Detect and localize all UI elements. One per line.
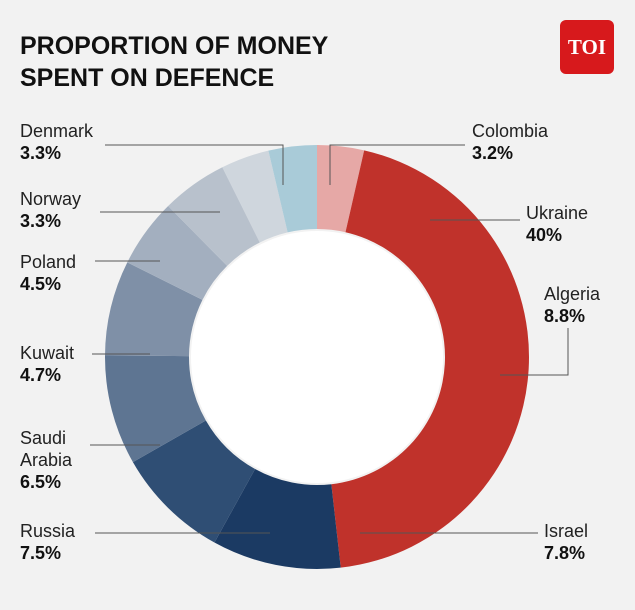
logo: TOI xyxy=(560,20,614,74)
segment-label: Russia 7.5% xyxy=(20,520,75,564)
segment-label: Ukraine 40% xyxy=(526,202,588,246)
category-name: Kuwait xyxy=(20,343,75,363)
segment-label: Colombia 3.2% xyxy=(472,120,548,164)
category-name: Israel xyxy=(544,521,589,541)
donut-segment xyxy=(214,469,341,569)
value-label: 4.5% xyxy=(20,274,62,294)
category-name: Ukraine xyxy=(526,203,589,223)
donut-segment xyxy=(331,150,530,568)
donut-segment xyxy=(105,262,203,357)
value-label: 3.2% xyxy=(472,143,514,163)
value-label: 4.7% xyxy=(20,365,62,385)
donut-segment xyxy=(132,420,256,543)
value-label: 7.5% xyxy=(20,543,62,563)
segment-label: Norway 3.3% xyxy=(20,188,81,232)
donut-segment xyxy=(317,145,365,233)
donut-segment xyxy=(168,167,260,266)
donut-segment xyxy=(222,150,288,243)
value-label: 40% xyxy=(526,225,563,245)
value-label: 8.8% xyxy=(544,306,586,326)
segment-label: Kuwait 4.7% xyxy=(20,342,74,386)
value-label: 3.3% xyxy=(20,143,62,163)
leader-line xyxy=(500,328,569,376)
donut-segment xyxy=(105,355,206,463)
category-name: Saudi Arabia xyxy=(20,428,73,470)
value-label: 7.8% xyxy=(544,543,586,563)
category-name: Russia xyxy=(20,521,76,541)
category-name: Norway xyxy=(20,189,82,209)
segment-label: Algeria 8.8% xyxy=(544,283,600,327)
donut-segment xyxy=(127,206,228,300)
segment-label: Denmark 3.3% xyxy=(20,120,93,164)
segment-label: Israel 7.8% xyxy=(544,520,588,564)
segment-label: Saudi Arabia 6.5% xyxy=(20,427,90,493)
category-name: Colombia xyxy=(472,121,549,141)
value-label: 3.3% xyxy=(20,211,62,231)
center-image-area xyxy=(191,231,443,483)
chart-title: PROPORTION OF MONEY SPENT ON DEFENCE xyxy=(20,32,328,92)
category-name: Poland xyxy=(20,252,77,272)
category-name: Denmark xyxy=(20,121,94,141)
value-label: 6.5% xyxy=(20,472,62,492)
donut-segment xyxy=(268,145,317,233)
leader-line xyxy=(105,144,284,185)
leader-line xyxy=(329,144,465,185)
category-name: Algeria xyxy=(544,284,601,304)
segment-label: Poland 4.5% xyxy=(20,251,76,295)
